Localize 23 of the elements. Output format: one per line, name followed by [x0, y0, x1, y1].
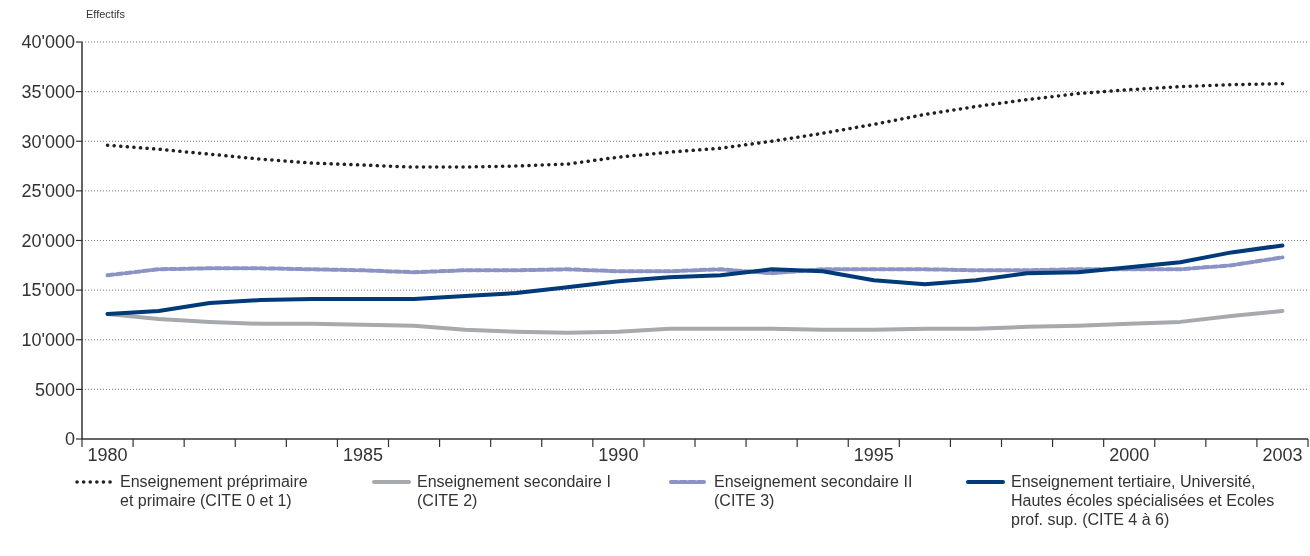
y-tick-label: 35'000 [21, 81, 75, 102]
legend-label: Enseignement secondaire I (CITE 2) [417, 473, 611, 509]
x-tick-label: 1990 [598, 445, 639, 465]
x-tick-label: 1985 [342, 445, 383, 465]
y-tick-label: 30'000 [21, 131, 75, 152]
x-tick-label: 1995 [853, 445, 894, 465]
line-series [105, 243, 1285, 316]
legend-label: Enseignement tertiaire, Université, Hautes écoles spécialisées et Ecoles prof. sup. (CITE 4 à 6) [1011, 473, 1275, 528]
x-tick-label: 2003 [1262, 445, 1303, 465]
y-axis-title: Effectifs [86, 8, 126, 20]
y-tick-label: 5000 [34, 379, 75, 400]
y-tick-label: 20'000 [21, 230, 75, 251]
x-tick-label: 1980 [87, 445, 128, 465]
y-tick-label: 15'000 [21, 280, 75, 301]
legend-label: Enseignement préprimaire et primaire (CITE 0 et 1) [120, 473, 308, 509]
y-tick-label: 40'000 [21, 32, 75, 53]
y-tick-label: 0 [64, 429, 75, 450]
line-series [105, 255, 1285, 278]
y-tick-label: 10'000 [21, 330, 75, 351]
line-series [105, 81, 1285, 169]
legend-label: Enseignement secondaire II (CITE 3) [714, 473, 913, 509]
x-tick-label: 2000 [1109, 445, 1150, 465]
y-tick-label: 25'000 [21, 181, 75, 202]
